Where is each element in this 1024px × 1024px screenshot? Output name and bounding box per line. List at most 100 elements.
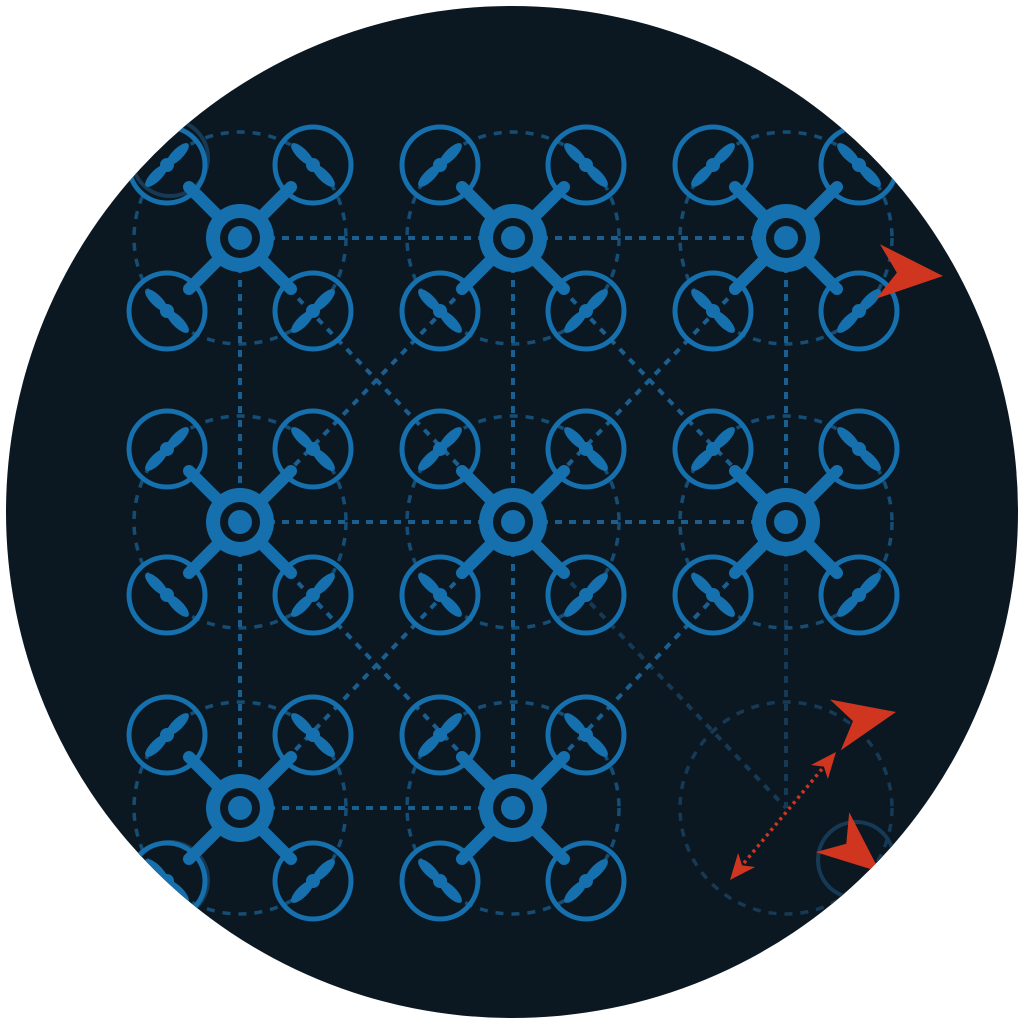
- formation-halo-ring: [678, 130, 894, 346]
- rotor-guard: [272, 694, 354, 776]
- propeller-icon: [837, 427, 881, 471]
- propeller-hub: [579, 874, 593, 888]
- mesh-diagonal-link: [511, 520, 788, 810]
- propeller-hub: [852, 158, 866, 172]
- propeller-icon: [145, 289, 189, 333]
- propeller-blade: [291, 713, 314, 736]
- propeller-blade: [439, 310, 462, 333]
- propeller-icon: [145, 427, 189, 471]
- propeller-blade: [439, 880, 462, 903]
- propeller-blade: [858, 164, 881, 187]
- propeller-blade: [145, 859, 168, 882]
- propeller-hub: [160, 588, 174, 602]
- propeller-blade: [145, 164, 168, 187]
- formation-halo-ring: [132, 414, 348, 630]
- propeller-icon: [564, 289, 608, 333]
- propeller-icon: [837, 289, 881, 333]
- quadcopter-icon: [399, 694, 627, 922]
- propeller-icon: [418, 289, 462, 333]
- propeller-blade: [858, 448, 881, 471]
- quadcopter-icon: [672, 408, 900, 636]
- propeller-blade: [712, 143, 735, 166]
- rotor-guard: [545, 840, 627, 922]
- propeller-hub: [579, 588, 593, 602]
- formation-halo-ring: [405, 700, 621, 916]
- propeller-blade: [691, 164, 714, 187]
- formation-halo-ring: [678, 700, 894, 916]
- arrowhead-shape: [829, 699, 896, 751]
- propeller-blade: [691, 289, 714, 312]
- propeller-blade: [418, 289, 441, 312]
- drone-core: [501, 796, 525, 820]
- quadcopter-icon: [399, 124, 627, 352]
- propeller-hub: [706, 158, 720, 172]
- drone-core: [501, 510, 525, 534]
- rotor-guard: [672, 124, 754, 206]
- propeller-icon: [691, 427, 735, 471]
- rotor-guard: [126, 270, 208, 352]
- rotor-guard: [126, 694, 208, 776]
- rotor-guard: [272, 840, 354, 922]
- drone-core: [774, 510, 798, 534]
- propeller-hub: [579, 304, 593, 318]
- propeller-blade: [564, 310, 587, 333]
- propeller-hub: [306, 442, 320, 456]
- propeller-hub: [852, 588, 866, 602]
- propeller-blade: [166, 310, 189, 333]
- propeller-blade: [312, 289, 335, 312]
- propeller-icon: [291, 859, 335, 903]
- propeller-blade: [585, 573, 608, 596]
- drone-core: [228, 510, 252, 534]
- propeller-icon: [291, 573, 335, 617]
- propeller-blade: [858, 573, 881, 596]
- quadcopter-icon: [126, 408, 354, 636]
- rotor-guard: [399, 554, 481, 636]
- propeller-icon: [291, 427, 335, 471]
- propeller-hub: [706, 588, 720, 602]
- propeller-blade: [439, 713, 462, 736]
- propeller-hub: [852, 304, 866, 318]
- formation-halo-ring: [132, 130, 348, 346]
- propeller-blade: [418, 573, 441, 596]
- propeller-blade: [418, 734, 441, 757]
- propeller-icon: [691, 573, 735, 617]
- propeller-hub: [306, 588, 320, 602]
- quadcopter-icon: [399, 408, 627, 636]
- arrow-tip: [810, 752, 836, 780]
- propeller-blade: [312, 448, 335, 471]
- propeller-hub: [160, 442, 174, 456]
- formation-halo-ring: [405, 130, 621, 346]
- propeller-blade: [145, 289, 168, 312]
- propeller-icon: [145, 713, 189, 757]
- propeller-blade: [312, 859, 335, 882]
- rotor-guard: [672, 408, 754, 490]
- rotor-guard: [672, 270, 754, 352]
- rotor-guard: [126, 408, 208, 490]
- propeller-hub: [706, 442, 720, 456]
- propeller-icon: [564, 427, 608, 471]
- propeller-hub: [433, 304, 447, 318]
- propeller-blade: [166, 713, 189, 736]
- arrow-tip-shape: [730, 852, 756, 880]
- formation-halo-ring: [405, 414, 621, 630]
- rotor-guard: [399, 270, 481, 352]
- propeller-blade: [564, 880, 587, 903]
- propeller-blade: [418, 448, 441, 471]
- arrow-tip: [730, 852, 756, 880]
- propeller-blade: [564, 427, 587, 450]
- propeller-hub: [160, 158, 174, 172]
- rotor-guard: [272, 554, 354, 636]
- propeller-hub: [306, 874, 320, 888]
- propeller-blade: [585, 289, 608, 312]
- threat-layer: [730, 244, 943, 880]
- propeller-blade: [418, 164, 441, 187]
- quadcopter-icon: [126, 694, 354, 922]
- rotor-guard: [818, 408, 900, 490]
- propeller-blade: [312, 164, 335, 187]
- propeller-blade: [418, 859, 441, 882]
- propeller-icon: [291, 289, 335, 333]
- propeller-blade: [291, 143, 314, 166]
- propeller-blade: [291, 427, 314, 450]
- propeller-blade: [691, 448, 714, 471]
